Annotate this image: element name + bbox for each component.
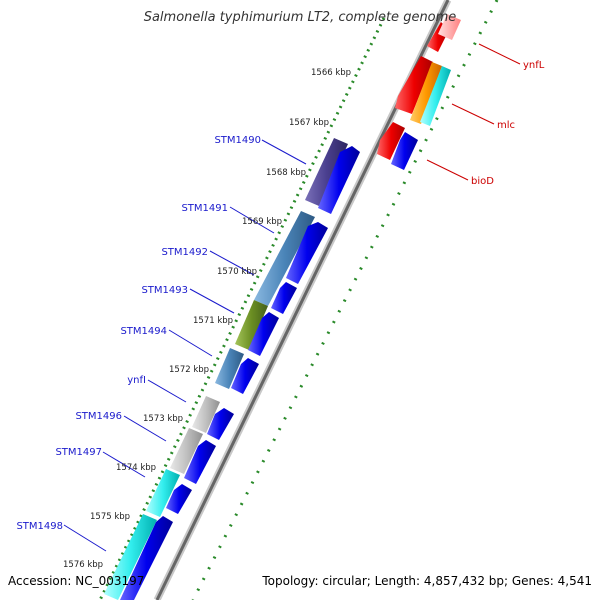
gene-label-stm1491[interactable]: STM1491	[181, 203, 228, 214]
leader-stm1493	[189, 288, 235, 314]
gene-label-stm1494[interactable]: STM1494	[120, 326, 167, 337]
gene-label-ynfl[interactable]: ynfL	[523, 60, 545, 71]
outer-tick-ring	[98, 17, 386, 600]
gene-arrow-stm1494[interactable]	[231, 358, 259, 394]
leader-ynfl	[478, 43, 521, 65]
gene-arrow-stm1497[interactable]	[166, 484, 192, 514]
gene-arrow-stm1492[interactable]	[271, 282, 297, 314]
kbp-tick-label: 1571 kbp	[193, 316, 233, 326]
topology-label: Topology: circular; Length: 4,857,432 bp…	[262, 574, 592, 588]
feature-mlc-orange[interactable]	[410, 62, 442, 124]
map-title: Salmonella typhimurium LT2, complete gen…	[143, 10, 457, 25]
leader-stm1490	[261, 139, 307, 165]
gene-arrow-stm1490[interactable]	[318, 146, 360, 214]
kbp-tick-label: 1566 kbp	[311, 68, 351, 78]
kbp-tick-label: 1572 kbp	[169, 365, 209, 375]
feature-stm1491-1492[interactable]	[254, 211, 315, 306]
kbp-tick-label: 1576 kbp	[63, 560, 103, 570]
kbp-tick-label: 1569 kbp	[242, 217, 282, 227]
feature-stm1496[interactable]	[170, 428, 203, 474]
feature-mlc-red[interactable]	[395, 56, 433, 114]
kbp-tick-label: 1567 kbp	[289, 118, 329, 128]
leader-mlc	[451, 103, 495, 125]
kbp-tick-label: 1574 kbp	[116, 463, 156, 473]
gene-label-stm1496[interactable]: STM1496	[75, 411, 122, 422]
leader-biod	[426, 159, 469, 181]
accession-label: Accession: NC_003197	[8, 574, 145, 588]
leader-stm1497	[102, 451, 146, 478]
kbp-tick-label: 1568 kbp	[266, 168, 306, 178]
gene-label-stm1498[interactable]: STM1498	[16, 521, 63, 532]
feature-biod-blue[interactable]	[391, 132, 418, 170]
leader-stm1492	[209, 250, 255, 276]
kbp-tick-label: 1575 kbp	[90, 512, 130, 522]
gene-label-stm1490[interactable]: STM1490	[214, 135, 261, 146]
gene-label-stm1493[interactable]: STM1493	[141, 285, 188, 296]
feature-stm1498[interactable]	[104, 514, 157, 600]
kbp-tick-label: 1570 kbp	[217, 267, 257, 277]
leader-stm1498	[63, 524, 107, 552]
feature-biod-red[interactable]	[377, 122, 405, 160]
feature-stm1493[interactable]	[235, 300, 268, 350]
leader-ynfi	[147, 379, 187, 403]
leader-stm1496	[123, 415, 167, 442]
leader-stm1494	[168, 329, 213, 357]
feature-stm1490[interactable]	[305, 138, 348, 206]
leader-stm1491	[229, 206, 275, 234]
feature-stm1497[interactable]	[146, 469, 180, 517]
gene-arrow-stm1491[interactable]	[286, 222, 328, 284]
feature-mlc-cyan[interactable]	[420, 66, 451, 126]
feature-ynfi[interactable]	[192, 396, 220, 433]
kbp-tick-label: 1573 kbp	[143, 414, 183, 424]
feature-stm1494[interactable]	[215, 348, 244, 389]
gene-label-ynfi[interactable]: ynfI	[127, 375, 146, 386]
gene-arrow-stm1493[interactable]	[248, 312, 279, 356]
inner-tick-ring	[191, 0, 499, 600]
feature-ynfl-pink[interactable]	[438, 14, 461, 40]
gene-label-stm1497[interactable]: STM1497	[55, 447, 102, 458]
gene-label-stm1492[interactable]: STM1492	[161, 247, 208, 258]
gene-label-mlc[interactable]: mlc	[497, 120, 515, 131]
gene-arrow-stm1498[interactable]	[120, 516, 173, 600]
gene-label-biod[interactable]: bioD	[471, 176, 494, 187]
gene-arrow-ynfi[interactable]	[207, 408, 234, 440]
gene-arrow-stm1496[interactable]	[184, 440, 216, 484]
